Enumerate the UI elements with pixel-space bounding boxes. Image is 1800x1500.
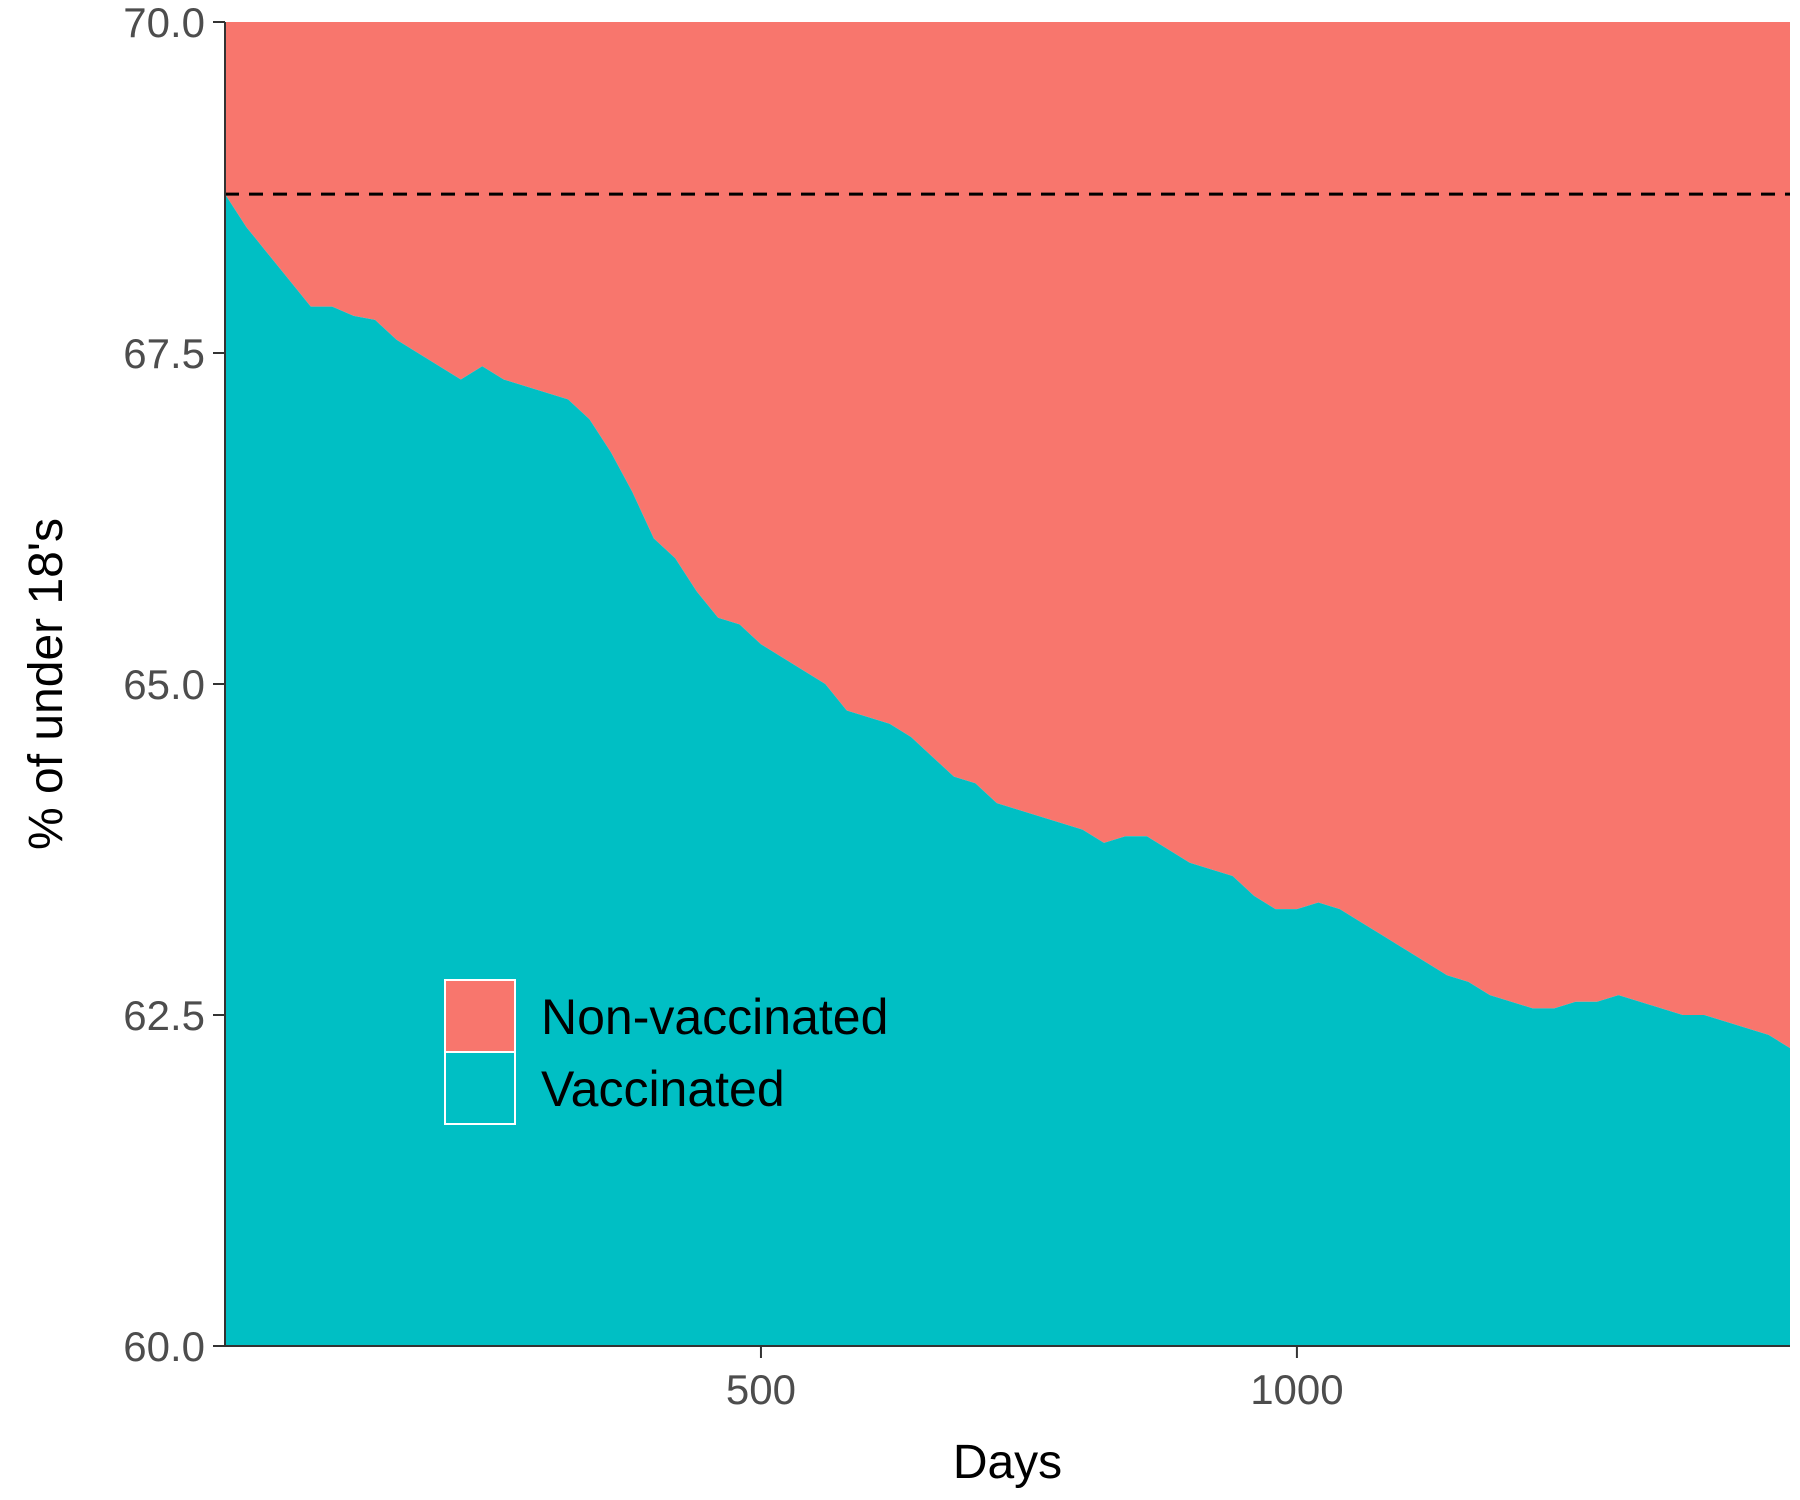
y-tick-label: 67.5	[123, 330, 205, 377]
legend: Non-vaccinated Vaccinated	[444, 979, 888, 1125]
series-area-vaccinated	[225, 194, 1790, 1346]
y-tick-label: 65.0	[123, 661, 205, 708]
x-axis-title: Days	[953, 1436, 1062, 1489]
y-tick-label: 60.0	[123, 1323, 205, 1370]
y-tick-label: 70.0	[123, 0, 205, 46]
x-tick-label: 1000	[1250, 1366, 1343, 1413]
legend-label-non-vaccinated: Non-vaccinated	[541, 989, 888, 1045]
plot-areas	[225, 22, 1790, 1346]
series-area-non-vaccinated	[225, 22, 1790, 1049]
legend-swatch-vaccinated	[444, 1051, 516, 1125]
legend-swatch-non-vaccinated	[444, 979, 516, 1053]
axes-group: 60.0 62.5 65.0 67.5 70.0 500 1000	[123, 0, 1790, 1413]
y-axis-title: % of under 18's	[20, 518, 73, 850]
legend-label-vaccinated: Vaccinated	[541, 1061, 785, 1117]
x-tick-label: 500	[726, 1366, 796, 1413]
y-tick-label: 62.5	[123, 992, 205, 1039]
